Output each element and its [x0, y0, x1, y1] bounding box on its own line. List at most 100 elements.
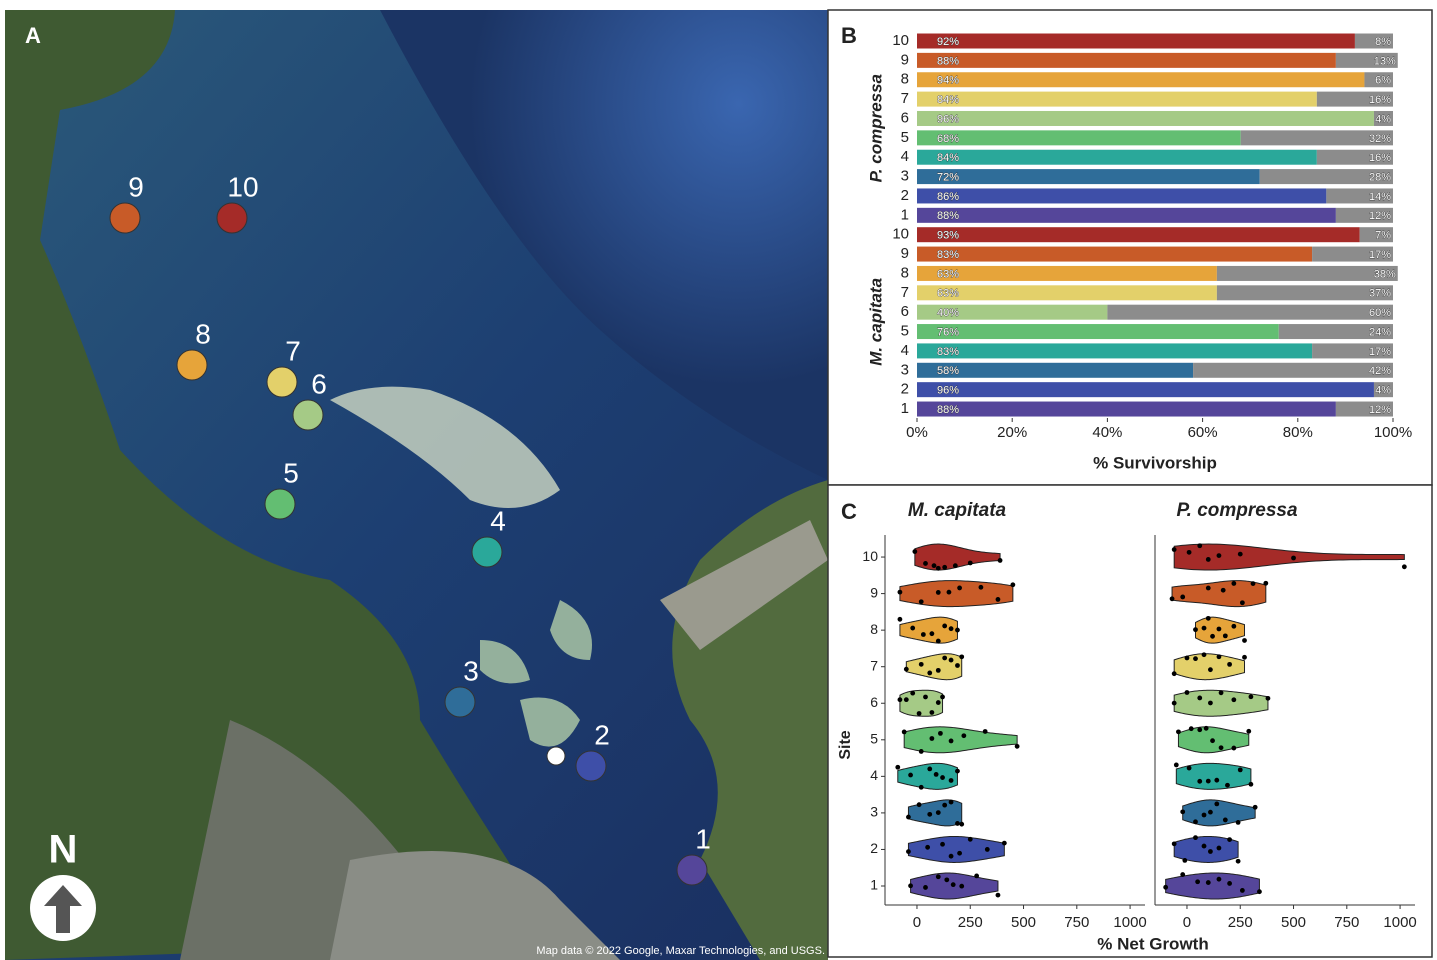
y-tick-label: 8 — [901, 71, 909, 88]
data-point — [912, 549, 917, 554]
value-label: 88% — [937, 404, 959, 416]
y-tick-label: 10 — [892, 226, 909, 243]
value-label: 58% — [937, 365, 959, 377]
data-point — [1249, 782, 1254, 787]
data-point — [1185, 656, 1190, 661]
data-point — [959, 884, 964, 889]
data-point — [985, 847, 990, 852]
data-point — [925, 845, 930, 850]
data-point — [927, 671, 932, 676]
data-point — [927, 812, 932, 817]
y-tick-label: 7 — [870, 657, 878, 673]
bar-segment — [917, 382, 1374, 397]
data-point — [1208, 701, 1213, 706]
value-label: 88% — [937, 55, 959, 67]
data-point — [919, 785, 924, 790]
data-point — [936, 874, 941, 879]
y-tick-label: 3 — [870, 804, 878, 820]
attribution: Map data © 2022 Google, Maxar Technologi… — [536, 945, 825, 957]
data-point — [1182, 858, 1187, 863]
bar-segment — [917, 208, 1336, 223]
data-point — [904, 697, 909, 702]
panel-title: P. compressa — [1176, 500, 1298, 521]
group-label: M. capitata — [866, 278, 885, 366]
x-tick-label: 20% — [997, 424, 1027, 441]
value-label: 94% — [937, 75, 959, 87]
site-label: 2 — [594, 719, 610, 750]
data-point — [934, 772, 939, 777]
data-point — [1197, 779, 1202, 784]
data-point — [929, 736, 934, 741]
data-point — [929, 710, 934, 715]
site-label: 7 — [285, 335, 301, 366]
x-tick-label: 100% — [1374, 424, 1412, 441]
data-point — [1217, 654, 1222, 659]
data-point — [940, 842, 945, 847]
data-point — [1187, 550, 1192, 555]
data-point — [1242, 638, 1247, 643]
data-point — [983, 729, 988, 734]
x-tick-label: 500 — [1281, 914, 1306, 931]
value-label: 40% — [937, 307, 959, 319]
bar-segment — [917, 130, 1241, 145]
data-point — [1238, 552, 1243, 557]
site-label: 9 — [128, 171, 144, 202]
site-marker — [293, 400, 323, 430]
site-label: 8 — [195, 318, 211, 349]
value-label: 96% — [937, 113, 959, 125]
site-marker — [472, 537, 502, 567]
data-point — [1206, 557, 1211, 562]
data-point — [910, 691, 915, 696]
data-point — [1185, 690, 1190, 695]
data-point — [1227, 881, 1232, 886]
data-point — [949, 778, 954, 783]
map-panel: A N Map data © 2022 Google, Maxar Techno… — [5, 10, 828, 960]
value-label: 83% — [937, 346, 959, 358]
data-point — [927, 766, 932, 771]
value-label: 92% — [937, 36, 959, 48]
data-point — [1223, 818, 1228, 823]
data-point — [1193, 819, 1198, 824]
bar-segment — [917, 227, 1360, 242]
value-label: 7% — [1375, 230, 1391, 242]
data-point — [949, 658, 954, 663]
data-point — [974, 873, 979, 878]
data-point — [906, 849, 911, 854]
y-tick-label: 4 — [901, 342, 909, 359]
data-point — [917, 802, 922, 807]
data-point — [1231, 624, 1236, 629]
data-point — [1253, 805, 1258, 810]
data-point — [1197, 727, 1202, 732]
data-point — [1180, 872, 1185, 877]
y-tick-label: 8 — [901, 264, 909, 281]
data-point — [951, 882, 956, 887]
data-point — [996, 893, 1001, 898]
bar-segment — [917, 53, 1336, 68]
data-point — [1202, 626, 1207, 631]
data-point — [902, 729, 907, 734]
data-point — [1204, 726, 1209, 731]
site-label: 5 — [283, 457, 299, 488]
site-label: 1 — [695, 823, 711, 854]
data-point — [1238, 767, 1243, 772]
value-label: 88% — [937, 210, 959, 222]
y-tick-label: 2 — [870, 840, 878, 856]
data-point — [968, 837, 973, 842]
site-marker — [110, 203, 140, 233]
data-point — [1236, 820, 1241, 825]
site-marker — [217, 203, 247, 233]
value-label: 32% — [1369, 133, 1391, 145]
x-tick-label: 750 — [1334, 914, 1359, 931]
y-tick-label: 5 — [901, 129, 909, 146]
y-tick-label: 10 — [892, 32, 909, 49]
data-point — [1197, 543, 1202, 548]
data-point — [1217, 627, 1222, 632]
y-tick-label: 4 — [901, 148, 909, 165]
data-point — [1193, 835, 1198, 840]
data-point — [1236, 859, 1241, 864]
value-label: 76% — [937, 326, 959, 338]
data-point — [1219, 690, 1224, 695]
data-point — [1225, 783, 1230, 788]
bar-segment — [1107, 305, 1393, 320]
data-point — [906, 815, 911, 820]
